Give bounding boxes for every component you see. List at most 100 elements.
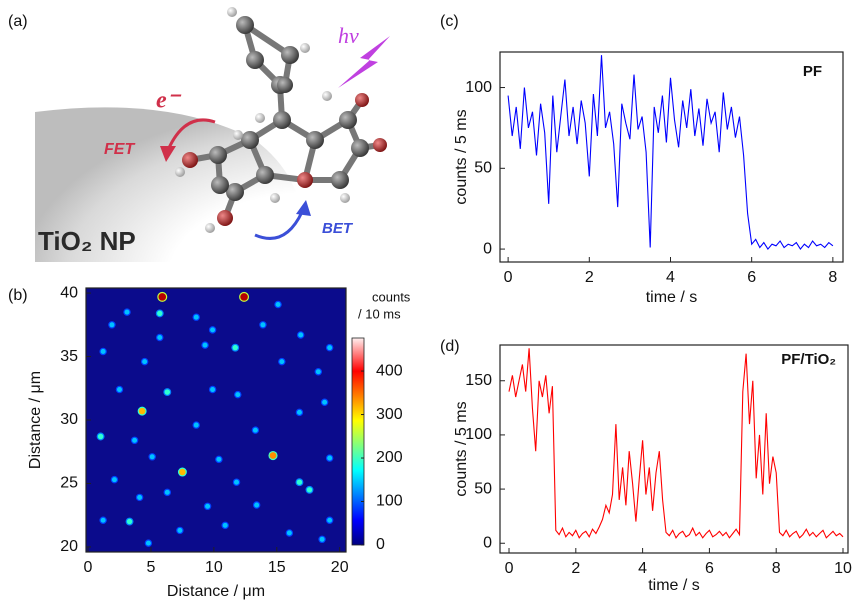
annotation: PF/TiO₂ [781,351,836,368]
spot [115,385,124,394]
spot [140,357,149,366]
y-tick-label: 50 [474,480,492,497]
spot [239,291,250,302]
photon-label: hν [338,23,359,48]
spot [137,406,147,416]
x-tick-label: 2 [585,269,594,286]
spot [231,343,240,352]
spot [177,467,187,477]
x-tick-label: 4 [638,560,647,577]
spot [274,300,282,309]
spot [295,478,304,487]
y-tick-label: 30 [60,411,78,428]
plot [86,288,346,552]
bet-label: BET [322,220,354,237]
panel-label: (c) [440,13,459,30]
spot [325,454,334,462]
spot [163,388,172,397]
spot [318,535,326,544]
frame [499,344,849,554]
x-tick-label: 2 [571,560,580,577]
spot [157,291,168,302]
spot [125,517,134,526]
spot [192,313,200,321]
colorbar-tick-label: 200 [376,449,403,466]
spot [156,333,164,342]
plot [507,55,834,251]
spot [325,343,334,352]
colorbar-label: / 10 ms [358,306,401,321]
spot [259,321,267,329]
y-tick-label: 0 [483,534,492,551]
y-tick-label: 50 [474,160,492,177]
fet-arrow [166,118,216,151]
x-tick-label: 15 [268,559,286,576]
spot [144,539,153,547]
photon-bolt [338,36,390,88]
spot [305,485,314,494]
spot [325,516,334,524]
x-tick-label: 4 [666,269,675,286]
spot [155,309,164,318]
y-axis-label: Distance / μm [27,371,44,469]
spot [208,385,217,394]
x-tick-label: 8 [772,560,781,577]
x-tick-label: 0 [84,559,93,576]
annotation: PF [803,63,822,80]
x-tick-label: 8 [828,269,837,286]
spots [96,291,334,547]
panel-a: TiO₂ NP (a) hν e⁻ FET BET [8,7,390,262]
molecule-atoms [175,7,387,233]
spot [285,529,294,537]
panel-label: (b) [8,287,28,304]
spot [215,455,223,464]
spot [163,488,172,497]
colorbar-label: counts [372,289,411,304]
spot [110,475,119,484]
spot [201,341,209,349]
nanoparticle-label: TiO₂ NP [38,226,136,256]
spot [108,321,116,329]
x-tick-label: 20 [331,559,349,576]
plot [508,348,844,539]
panel-label: (d) [440,338,460,355]
fet-label: FET [104,141,135,158]
spot [314,368,323,376]
heatmap-background [86,288,346,552]
y-tick-label: 100 [465,79,492,96]
spot [99,347,107,356]
x-tick-label: 6 [705,560,714,577]
y-tick-label: 150 [465,372,492,389]
spot [252,501,261,509]
colorbar-tick-label: 400 [376,362,403,379]
y-axis-label: counts / 5 ms [453,401,470,496]
colorbar-tick-label: 300 [376,406,403,423]
spot [96,432,105,441]
colorbar-tick-label: 100 [376,493,403,510]
spot [251,426,260,434]
colorbar [351,337,365,546]
spot [192,421,200,429]
bet-arrow [254,211,304,240]
y-tick-label: 25 [60,475,78,492]
spot [176,526,184,535]
x-tick-label: 0 [504,269,513,286]
panel-label: (a) [8,13,28,30]
y-tick-label: 35 [60,348,78,365]
y-axis-label: counts / 5 ms [453,109,470,204]
spot [135,493,144,502]
x-axis-label: Distance / μm [167,583,265,600]
trace [508,348,844,539]
y-tick-label: 100 [465,426,492,443]
spot [130,436,139,445]
colorbar-tick-label: 0 [376,536,385,553]
spot [148,453,156,461]
x-tick-label: 0 [505,560,514,577]
spot [221,521,229,530]
spot [268,450,278,461]
y-tick-label: 40 [60,284,78,301]
spot [99,516,107,524]
x-tick-label: 5 [146,559,155,576]
spot [232,478,241,486]
